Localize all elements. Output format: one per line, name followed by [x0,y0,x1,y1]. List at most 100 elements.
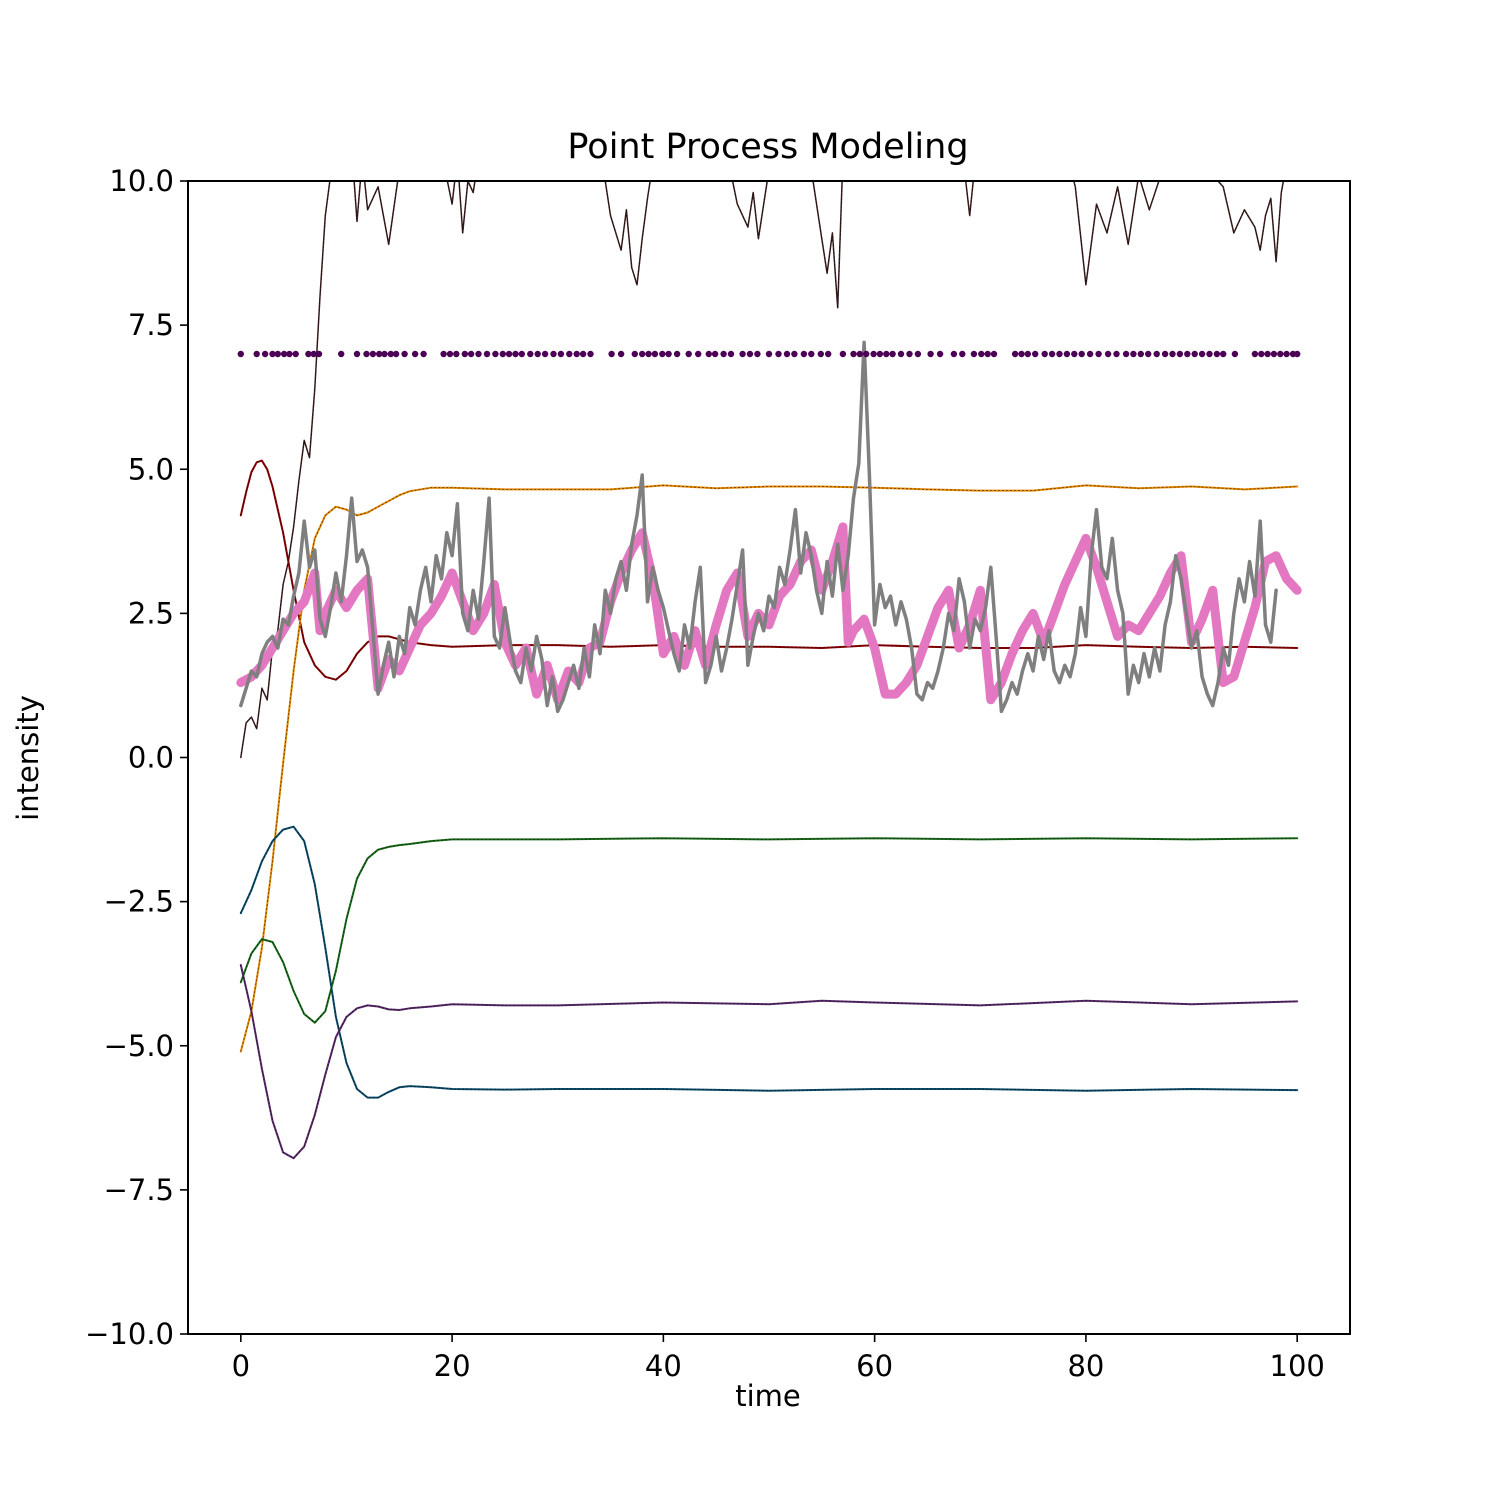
x-tick-label-3: 60 [856,1349,893,1383]
event-marker-16 [376,350,383,358]
event-marker-103 [1122,350,1130,358]
event-marker-71 [850,350,857,358]
y-axis: −10.0 −7.5 −5.0 −2.5 0.0 2.5 5.0 7.5 10.0 [85,164,188,1351]
event-marker-104 [1130,350,1137,358]
event-marker-86 [978,350,985,358]
event-marker-51 [665,350,672,358]
y-tick-label-1: −7.5 [104,1173,174,1207]
x-tick-label-0: 0 [232,1349,250,1383]
event-markers [237,350,1301,358]
y-tick-label-5: 2.5 [128,596,174,630]
event-marker-53 [685,350,692,358]
event-marker-79 [906,350,913,358]
event-marker-91 [1024,350,1032,358]
event-marker-27 [467,350,475,358]
y-tick-label-7: 7.5 [128,308,174,342]
event-marker-112 [1191,350,1198,358]
event-marker-89 [1011,350,1019,358]
event-marker-107 [1153,350,1160,358]
event-marker-2 [253,350,260,358]
series-line-7 [236,522,1302,705]
event-marker-120 [1264,350,1271,358]
event-marker-96 [1063,350,1071,358]
series-line-4-overlay [240,837,1298,1024]
event-marker-46 [631,350,638,358]
event-marker-123 [1283,350,1290,358]
event-marker-55 [705,350,712,358]
event-marker-49 [651,350,659,358]
event-marker-62 [765,350,773,358]
event-marker-29 [483,350,491,358]
event-marker-72 [856,350,863,358]
event-marker-109 [1169,350,1176,358]
event-marker-87 [984,350,991,358]
event-marker-4 [269,350,276,358]
event-marker-119 [1258,350,1265,358]
event-marker-64 [783,350,791,358]
event-marker-95 [1056,350,1063,358]
y-axis-label: intensity [11,695,45,821]
event-marker-17 [381,350,388,358]
y-tick-label-6: 5.0 [128,452,174,486]
event-marker-11 [315,350,323,358]
event-marker-23 [440,350,447,358]
event-marker-97 [1071,350,1078,358]
event-marker-67 [808,350,815,358]
event-marker-9 [305,350,312,358]
event-marker-19 [392,350,400,358]
event-marker-52 [673,350,681,358]
event-marker-12 [338,350,345,358]
event-marker-38 [550,350,557,358]
event-marker-30 [492,350,499,358]
event-marker-36 [534,350,541,358]
event-marker-121 [1270,350,1278,358]
event-marker-21 [411,350,419,358]
event-marker-24 [446,350,454,358]
event-marker-14 [363,350,370,358]
series-line-8 [239,340,1278,714]
event-marker-41 [573,350,580,358]
event-marker-48 [645,350,652,358]
event-marker-40 [566,350,573,358]
event-marker-78 [897,350,905,358]
event-marker-110 [1176,350,1184,358]
y-tick-label-3: −2.5 [104,885,174,919]
event-marker-93 [1041,350,1048,358]
event-marker-75 [876,350,884,358]
event-marker-73 [863,350,870,358]
event-marker-22 [420,350,427,358]
event-marker-45 [617,350,625,358]
event-marker-116 [1220,350,1227,358]
event-marker-66 [800,350,808,358]
event-marker-33 [512,350,519,358]
x-tick-label-2: 40 [645,1349,682,1383]
event-marker-84 [959,350,966,358]
event-marker-118 [1251,350,1259,358]
event-marker-105 [1137,350,1145,358]
x-tick-label-1: 20 [434,1349,471,1383]
event-marker-102 [1113,350,1120,358]
event-marker-37 [541,350,549,358]
event-marker-76 [883,350,890,358]
event-marker-47 [639,350,646,358]
event-marker-26 [461,350,468,358]
event-marker-80 [914,350,922,358]
event-marker-117 [1231,350,1239,358]
event-marker-60 [746,350,754,358]
event-marker-18 [387,350,394,358]
event-marker-82 [936,350,944,358]
series-layer [236,181,1302,1160]
event-marker-58 [727,350,735,358]
event-marker-13 [353,350,361,358]
event-marker-32 [505,350,513,358]
event-marker-59 [739,350,746,358]
event-marker-111 [1184,350,1191,358]
event-marker-20 [401,350,408,358]
event-marker-54 [695,350,702,358]
event-marker-39 [557,350,565,358]
event-marker-35 [527,350,534,358]
event-marker-106 [1145,350,1152,358]
event-marker-57 [720,350,727,358]
event-marker-43 [587,350,594,358]
